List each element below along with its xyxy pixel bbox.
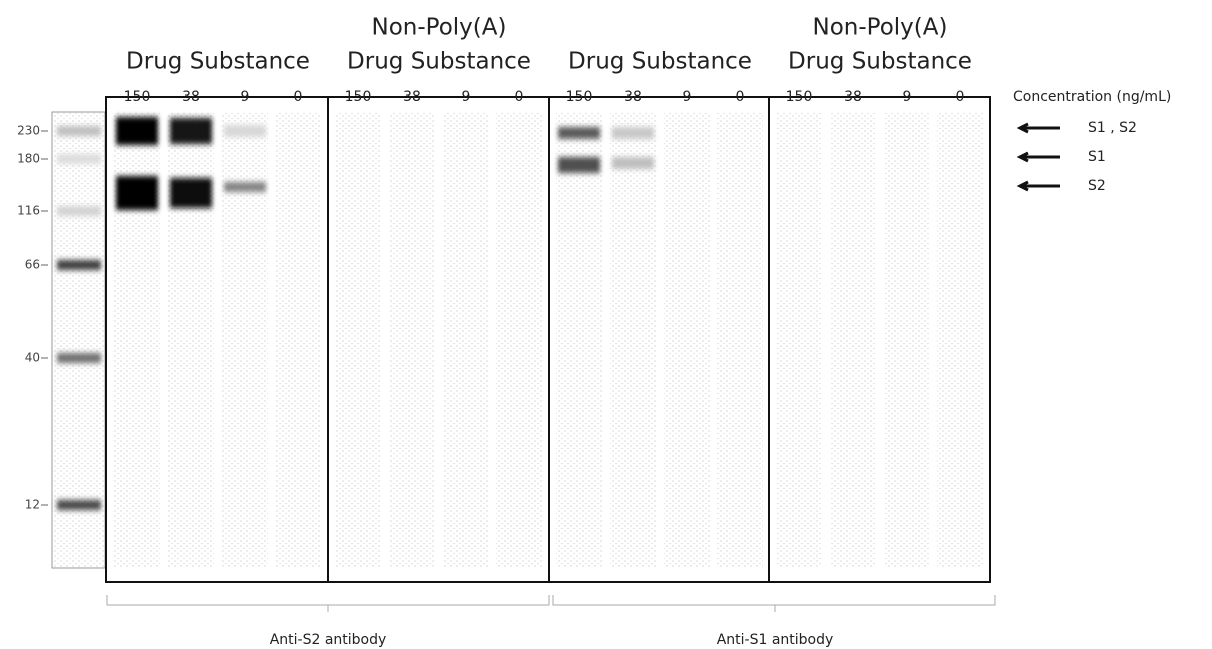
arrow: [1020, 182, 1060, 190]
band: [116, 176, 158, 210]
lane-label: 38: [403, 89, 421, 105]
concentration-label: Concentration (ng/mL): [1013, 89, 1171, 105]
lane-label: 9: [241, 89, 250, 105]
band: [170, 118, 212, 144]
capillary-lane: [443, 112, 489, 568]
band: [116, 117, 158, 145]
figure: Concentration (ng/mL) Anti-S2 antibody A…: [0, 0, 1212, 649]
band: [224, 125, 266, 137]
band: [170, 178, 212, 208]
capillary-lane: [496, 112, 542, 568]
ladder-band: [57, 154, 101, 164]
ladder-label: 12: [25, 498, 40, 512]
group-title: Non-Poly(A): [813, 15, 948, 41]
bracket: [107, 595, 995, 612]
lane-label: 150: [345, 89, 372, 105]
capillary-lane: [664, 112, 710, 568]
ladder-label: 66: [25, 258, 40, 272]
lane-label: 150: [786, 89, 813, 105]
ladder-label: 40: [25, 351, 40, 365]
annotation: S1 , S2: [1088, 120, 1137, 136]
ladder-label: 116: [17, 204, 40, 218]
antibody-label: Anti-S2 antibody: [270, 632, 387, 648]
band: [612, 127, 654, 139]
capillary-lane: [275, 112, 321, 568]
group-title: Drug Substance: [568, 49, 752, 75]
group-title: Drug Substance: [347, 49, 531, 75]
annotation: S1: [1088, 149, 1106, 165]
ladder-band: [57, 500, 101, 510]
ladder-band: [57, 126, 101, 136]
annotation: S2: [1088, 178, 1106, 194]
capillary-lane: [389, 112, 435, 568]
lane-label: 38: [844, 89, 862, 105]
antibody-label: Anti-S1 antibody: [717, 632, 834, 648]
capillary-lane: [610, 112, 656, 568]
group-title: Drug Substance: [788, 49, 972, 75]
lane-label: 0: [956, 89, 965, 105]
lane-label: 0: [515, 89, 524, 105]
group-title: Drug Substance: [126, 49, 310, 75]
ladder-band: [57, 206, 101, 216]
band: [612, 157, 654, 169]
band: [558, 157, 600, 173]
ladder-label: 230: [17, 124, 40, 138]
ladder-lane: [52, 112, 105, 568]
arrow: [1020, 153, 1060, 161]
capillary-lane: [830, 112, 876, 568]
lane-label: 38: [624, 89, 642, 105]
lane-label: 0: [736, 89, 745, 105]
lane-label: 9: [462, 89, 471, 105]
capillary-lane: [222, 112, 268, 568]
band: [558, 127, 600, 139]
lane-label: 38: [182, 89, 200, 105]
lane-label: 150: [124, 89, 151, 105]
ladder-band: [57, 353, 101, 363]
ladder-label: 180: [17, 152, 40, 166]
arrow: [1020, 124, 1060, 132]
lane-label: 9: [903, 89, 912, 105]
lane-label: 9: [683, 89, 692, 105]
capillary-lane: [776, 112, 822, 568]
band: [224, 182, 266, 192]
ladder-band: [57, 260, 101, 270]
capillary-lane: [335, 112, 381, 568]
lane-label: 150: [566, 89, 593, 105]
lane-label: 0: [294, 89, 303, 105]
capillary-lane: [884, 112, 930, 568]
capillary-lane: [937, 112, 983, 568]
capillary-lane: [717, 112, 763, 568]
capillary-lane: [556, 112, 602, 568]
group-title: Non-Poly(A): [372, 15, 507, 41]
